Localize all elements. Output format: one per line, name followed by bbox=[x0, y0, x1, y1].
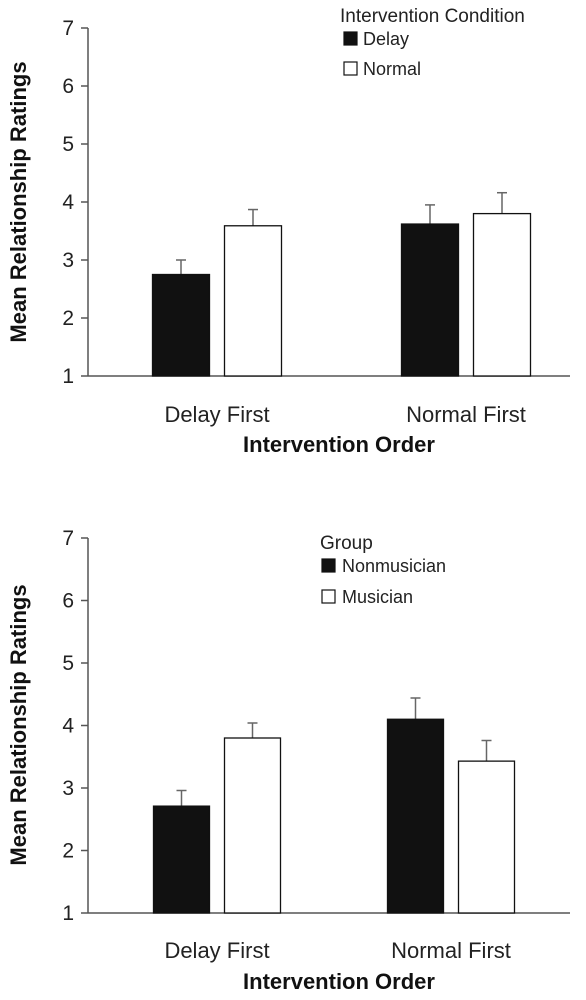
bar-nonmusician-delay-first bbox=[152, 805, 211, 914]
y-tick-label: 5 bbox=[62, 133, 74, 156]
y-tick-label: 6 bbox=[62, 590, 74, 613]
legend-label-musician: Musician bbox=[342, 587, 413, 607]
x-axis-title: Intervention Order bbox=[243, 432, 435, 457]
y-tick-label: 4 bbox=[62, 191, 74, 214]
legend-title: Group bbox=[320, 533, 373, 554]
bar-normal-delay-first bbox=[223, 225, 283, 377]
legend-label-delay: Delay bbox=[363, 29, 409, 49]
x-category-label: Normal First bbox=[391, 938, 511, 963]
bar-musician-delay-first bbox=[223, 737, 282, 914]
bar-nonmusician-normal-first bbox=[386, 718, 445, 914]
y-tick-label: 3 bbox=[62, 249, 74, 272]
chart-bottom: 1 2 3 4 5 6 7 Delay First Normal First Interventi… bbox=[6, 527, 570, 994]
y-axis-title: Mean Relationship Ratings bbox=[6, 584, 31, 865]
y-tick-label: 7 bbox=[62, 527, 74, 550]
chart-top: 1 2 3 4 5 6 7 Delay First Normal First Interventi… bbox=[6, 6, 570, 457]
legend-label-nonmusician: Nonmusician bbox=[342, 556, 446, 576]
y-tick-label: 1 bbox=[62, 365, 74, 388]
legend-label-normal: Normal bbox=[363, 59, 421, 79]
bar-delay-delay-first bbox=[151, 273, 211, 377]
y-tick-label: 5 bbox=[62, 652, 74, 675]
legend-swatch-normal bbox=[343, 61, 358, 76]
bar-normal-normal-first bbox=[472, 212, 532, 377]
x-category-label: Delay First bbox=[164, 938, 269, 963]
legend-swatch-delay bbox=[343, 31, 358, 46]
y-tick-label: 1 bbox=[62, 902, 74, 925]
x-category-label: Delay First bbox=[164, 402, 269, 427]
y-axis-title: Mean Relationship Ratings bbox=[6, 61, 31, 342]
y-tick-label: 2 bbox=[62, 307, 74, 330]
x-category-label: Normal First bbox=[406, 402, 526, 427]
y-tick-label: 2 bbox=[62, 840, 74, 863]
bar-musician-normal-first bbox=[457, 760, 516, 914]
y-tick-label: 3 bbox=[62, 777, 74, 800]
x-axis-title: Intervention Order bbox=[243, 969, 435, 994]
y-tick-label: 6 bbox=[62, 75, 74, 98]
y-tick-label: 4 bbox=[62, 715, 74, 738]
y-tick-label: 7 bbox=[62, 17, 74, 40]
bar-delay-normal-first bbox=[400, 223, 460, 377]
legend-title: Intervention Condition bbox=[340, 6, 525, 27]
legend-swatch-nonmusician bbox=[321, 558, 336, 573]
legend-swatch-musician bbox=[321, 589, 336, 604]
